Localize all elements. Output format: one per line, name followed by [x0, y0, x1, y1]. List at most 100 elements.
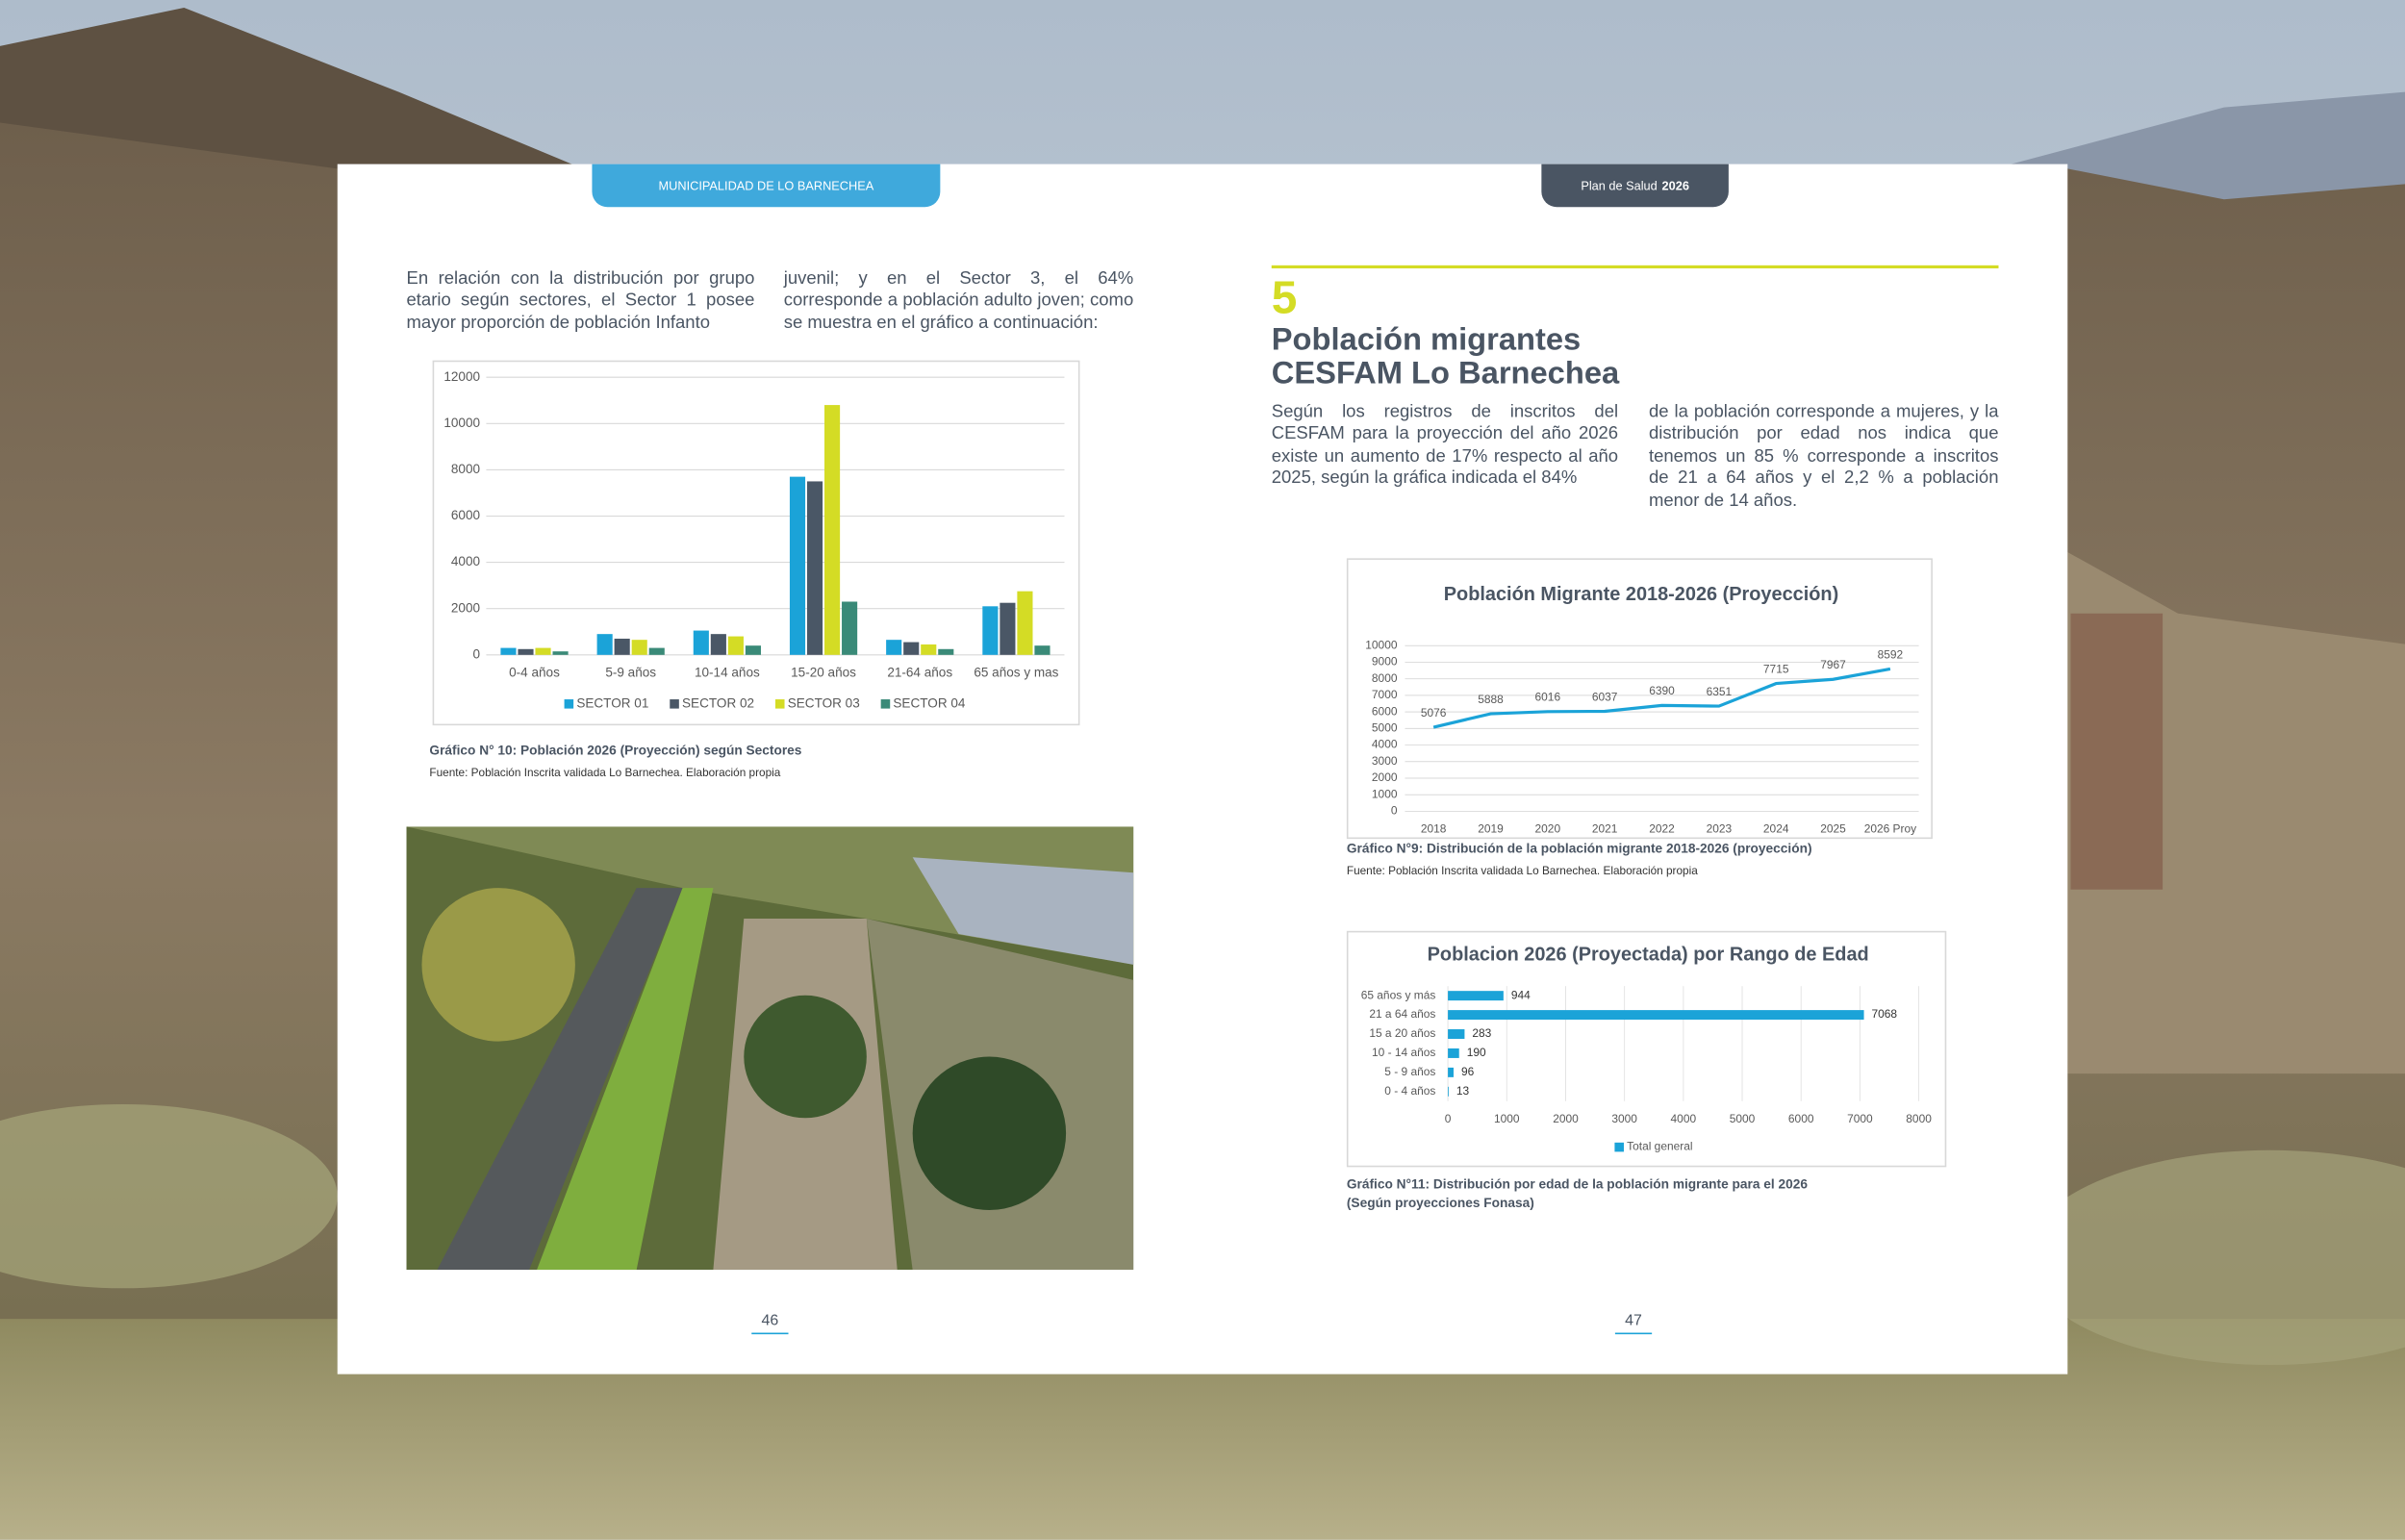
data-label: 6016	[1535, 691, 1561, 704]
section-number: 5	[1271, 272, 1298, 324]
data-label: 13	[1456, 1084, 1470, 1098]
y-tick-label: 21 a 64 años	[1369, 1007, 1435, 1021]
y-tick-label: 3000	[1372, 754, 1398, 768]
bar	[938, 648, 954, 655]
bar	[1000, 602, 1016, 655]
x-tick-label: 2025	[1820, 822, 1846, 836]
paragraph: En relación con la distribución por grup…	[406, 268, 755, 333]
x-tick-label: 10-14 años	[695, 666, 760, 680]
legend-label: SECTOR 02	[682, 695, 754, 710]
data-label: 6037	[1592, 690, 1618, 703]
x-tick-label: 4000	[1671, 1112, 1697, 1125]
bar	[1017, 591, 1033, 655]
bar	[789, 476, 806, 655]
bar	[1448, 1086, 1449, 1097]
paragraph: juvenil; y en el Sector 3, el 64% corres…	[783, 268, 1134, 333]
bar	[693, 630, 709, 655]
y-tick-label: 12000	[443, 369, 480, 384]
chart-source: Fuente: Población Inscrita validada Lo B…	[1346, 863, 1698, 877]
x-tick-label: 2024	[1763, 822, 1789, 836]
buildings	[912, 857, 1134, 965]
chart-source: Fuente: Población Inscrita validada Lo B…	[429, 765, 781, 779]
y-tick-label: 0	[472, 646, 480, 661]
bar	[535, 647, 551, 655]
y-tick-label: 4000	[1372, 738, 1398, 751]
data-label: 6390	[1649, 684, 1675, 697]
x-tick-label: 21-64 años	[887, 666, 952, 680]
x-tick-label: 1000	[1494, 1112, 1520, 1125]
x-tick-label: 0	[1445, 1112, 1452, 1125]
y-tick-label: 5 - 9 años	[1384, 1065, 1435, 1078]
page-number: 47	[1614, 1313, 1653, 1335]
y-tick-label: 4000	[451, 554, 480, 568]
hbar-chart: Poblacion 2026 (Proyectada) por Rango de…	[1346, 930, 1947, 1168]
tree	[744, 995, 867, 1119]
y-tick-label: 10000	[1365, 638, 1398, 651]
x-tick-label: 65 años y mas	[974, 666, 1058, 680]
bar	[500, 647, 517, 655]
bar	[1034, 645, 1051, 655]
legend-swatch	[564, 699, 574, 709]
data-label: 7068	[1872, 1007, 1898, 1021]
chart-title: Poblacion 2026 (Proyectada) por Rango de…	[1428, 945, 1869, 966]
header-year: 2026	[1661, 178, 1689, 193]
data-label: 283	[1472, 1026, 1491, 1040]
x-tick-label: 6000	[1788, 1112, 1814, 1125]
park-photo	[406, 826, 1134, 1271]
bar	[596, 634, 613, 655]
data-label: 944	[1511, 988, 1531, 1001]
y-tick-label: 10000	[443, 416, 480, 430]
y-tick-label: 6000	[1372, 704, 1398, 718]
bar	[886, 640, 902, 655]
legend-label: SECTOR 01	[576, 695, 648, 710]
bar	[1448, 1010, 1864, 1021]
line-chart: Población Migrante 2018-2026 (Proyección…	[1346, 558, 1933, 840]
chart-caption: Gráfico N°11: Distribución por edad de l…	[1346, 1175, 1808, 1192]
road	[437, 888, 683, 1271]
y-tick-label: 8000	[1372, 671, 1398, 685]
y-tick-label: 7000	[1372, 688, 1398, 701]
shrub	[2024, 1149, 2405, 1365]
bar	[921, 644, 937, 655]
chart-caption: Gráfico N° 10: Población 2026 (Proyecció…	[429, 742, 802, 758]
data-label: 8592	[1878, 647, 1904, 661]
bar	[745, 645, 761, 655]
line	[1432, 667, 1891, 729]
bar	[518, 648, 534, 655]
bar	[631, 640, 647, 655]
y-tick-label: 8000	[451, 462, 480, 476]
legend-swatch	[670, 699, 679, 709]
tree	[421, 888, 575, 1042]
data-label: 5888	[1478, 693, 1504, 706]
bar-chart: 0 2000 4000 6000 8000 10000 12000 0-4 años 5-9 a…	[432, 360, 1080, 726]
y-tick-label: 2000	[1372, 770, 1398, 784]
legend-label: SECTOR 03	[788, 695, 860, 710]
tree	[912, 1056, 1067, 1210]
bar	[903, 642, 920, 655]
x-tick-label: 0-4 años	[509, 666, 560, 680]
bar	[727, 636, 744, 655]
section-title-line: Población migrantes	[1271, 321, 1582, 358]
y-tick-label: 6000	[451, 508, 480, 522]
data-label: 96	[1461, 1065, 1475, 1078]
x-tick-label: 5000	[1730, 1112, 1756, 1125]
x-tick-label: 15-20 años	[791, 666, 856, 680]
legend-label: SECTOR 04	[893, 695, 966, 710]
x-tick-label: 2026 Proy	[1864, 822, 1916, 836]
header-left: MUNICIPALIDAD DE LO BARNECHEA	[658, 178, 874, 193]
x-tick-label: 2000	[1553, 1112, 1579, 1125]
x-tick-label: 5-9 años	[605, 666, 656, 680]
legend-swatch	[774, 699, 785, 709]
data-label: 190	[1467, 1046, 1486, 1059]
bar	[1448, 1048, 1459, 1058]
paragraph: de la población corresponde a mujeres, y…	[1648, 401, 1999, 511]
chart-caption: Gráfico N°9: Distribución de la població…	[1346, 840, 1812, 856]
shrub	[0, 1103, 338, 1289]
chart-title: Población Migrante 2018-2026 (Proyección…	[1444, 584, 1838, 605]
x-tick-label: 2020	[1535, 822, 1561, 836]
bar	[552, 651, 569, 655]
section-rule	[1271, 265, 1999, 269]
data-label: 7967	[1820, 658, 1846, 671]
